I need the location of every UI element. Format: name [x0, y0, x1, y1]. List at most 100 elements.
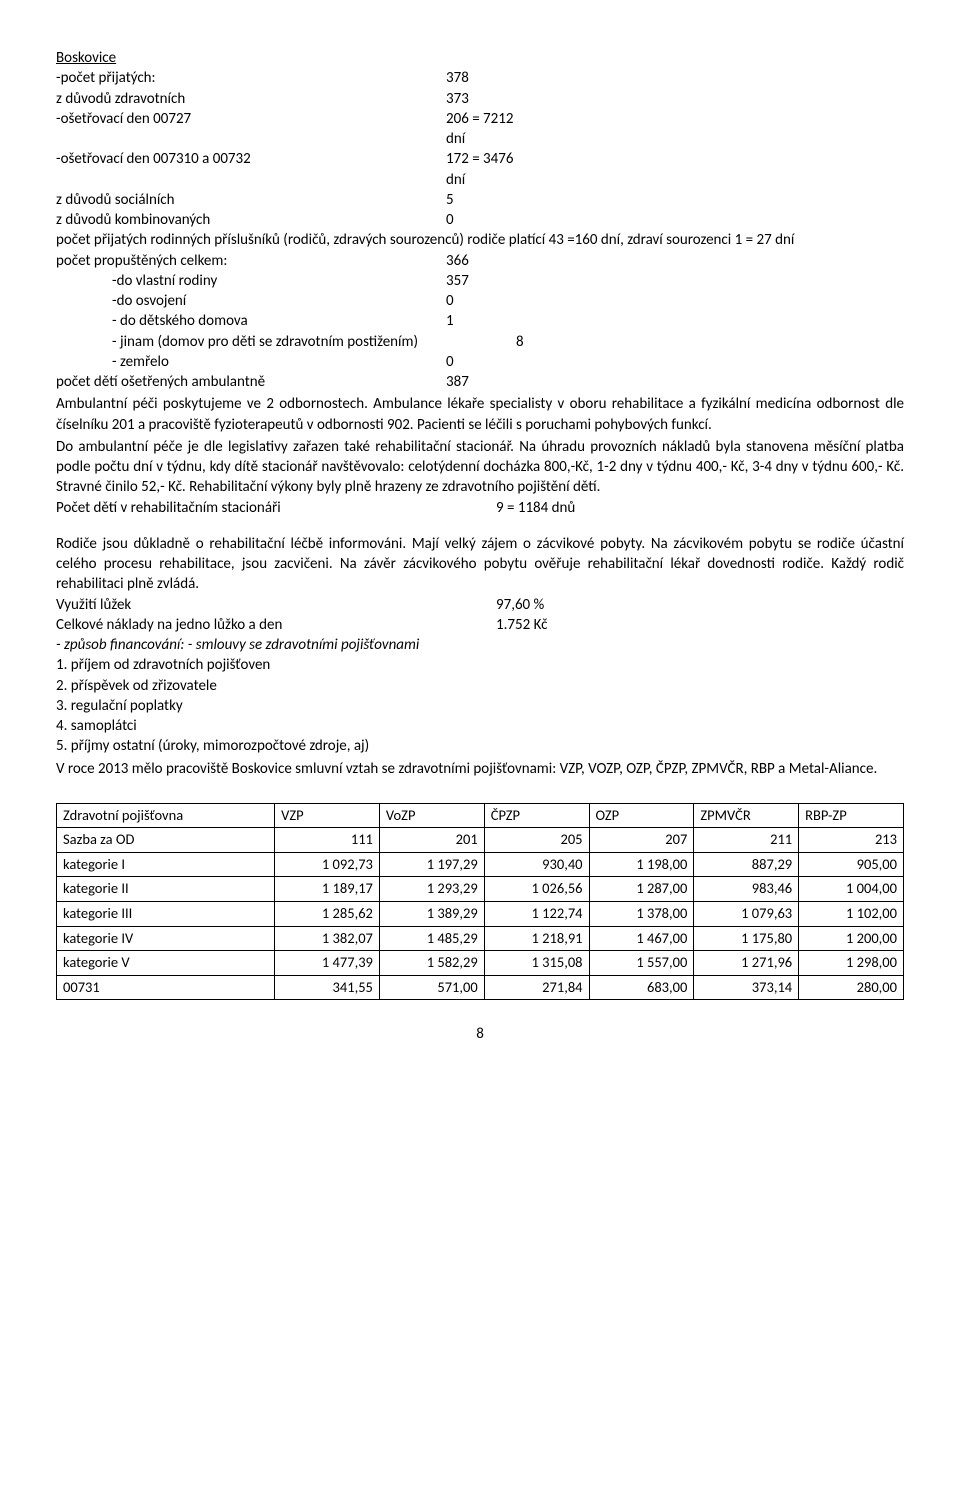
table-rowhead: 00731	[57, 975, 275, 1000]
stat-value: 0	[422, 352, 536, 372]
table-cell: 905,00	[799, 852, 904, 877]
stat-row: -ošetřovací den 00727 206 = 7212 dní	[56, 109, 536, 150]
table-cell: 571,00	[379, 975, 484, 1000]
table-cell: 1 389,29	[379, 902, 484, 927]
paragraph: Rodiče jsou důkladně o rehabilitační léč…	[56, 534, 904, 595]
stat-row: - do dětského domova 1	[56, 311, 536, 331]
paragraph: V roce 2013 mělo pracoviště Boskovice sm…	[56, 759, 904, 779]
table-cell: 280,00	[799, 975, 904, 1000]
table-cell: 1 315,08	[484, 951, 589, 976]
table-cell: 930,40	[484, 852, 589, 877]
stat-row: z důvodů zdravotních 373	[56, 89, 536, 109]
table-cell: 111	[275, 828, 380, 853]
stat-label: Celkové náklady na jedno lůžko a den	[56, 615, 496, 635]
stat-label: -ošetřovací den 007310 a 00732	[56, 149, 422, 190]
financing-heading: - způsob financování: - smlouvy se zdrav…	[56, 635, 904, 655]
stat-value: 0	[422, 210, 536, 230]
stat-row: - zemřelo 0	[56, 352, 536, 372]
stat-row: počet propuštěných celkem: 366	[56, 251, 536, 271]
stat-value: 378	[422, 68, 536, 88]
stat-row: - jinam (domov pro děti se zdravotním po…	[56, 332, 536, 352]
table-cell: 207	[589, 828, 694, 853]
stat-row: Celkové náklady na jedno lůžko a den 1.7…	[56, 615, 904, 635]
table-header: VZP	[275, 803, 380, 828]
table-cell: 1 582,29	[379, 951, 484, 976]
table-cell: 1 004,00	[799, 877, 904, 902]
stat-value: 97,60 %	[496, 595, 544, 615]
table-cell: 1 079,63	[694, 902, 799, 927]
list-item: 3. regulační poplatky	[56, 696, 904, 716]
stat-row: -počet přijatých: 378	[56, 68, 536, 88]
table-cell: 1 477,39	[275, 951, 380, 976]
table-cell: 213	[799, 828, 904, 853]
stat-row: Využití lůžek 97,60 %	[56, 595, 904, 615]
stat-label: -počet přijatých:	[56, 68, 422, 88]
stat-value: 0	[422, 291, 536, 311]
table-cell: 1 485,29	[379, 926, 484, 951]
table-rowhead: kategorie II	[57, 877, 275, 902]
stat-row: Počet dětí v rehabilitačním stacionáři 9…	[56, 498, 904, 518]
stat-row: -do vlastní rodiny 357	[56, 271, 536, 291]
table-cell: 271,84	[484, 975, 589, 1000]
stat-label: počet dětí ošetřených ambulantně	[56, 372, 422, 392]
table-rowhead: kategorie IV	[57, 926, 275, 951]
table-cell: 683,00	[589, 975, 694, 1000]
stat-value: 206 = 7212 dní	[422, 109, 536, 150]
stat-label: Počet dětí v rehabilitačním stacionáři	[56, 498, 496, 518]
stat-value: 373	[422, 89, 536, 109]
list-item: 5. příjmy ostatní (úroky, mimorozpočtové…	[56, 736, 904, 756]
table-row: kategorie I1 092,731 197,29930,401 198,0…	[57, 852, 904, 877]
table-cell: 205	[484, 828, 589, 853]
stat-row: počet dětí ošetřených ambulantně 387	[56, 372, 536, 392]
table-cell: 1 092,73	[275, 852, 380, 877]
table-cell: 1 218,91	[484, 926, 589, 951]
table-rowhead: kategorie I	[57, 852, 275, 877]
stat-value: 8	[492, 332, 536, 352]
stat-label: Využití lůžek	[56, 595, 496, 615]
stat-label: -do osvojení	[112, 291, 422, 311]
stat-label: - jinam (domov pro děti se zdravotním po…	[112, 332, 492, 352]
table-cell: 1 285,62	[275, 902, 380, 927]
table-header: Zdravotní pojišťovna	[57, 803, 275, 828]
table-cell: 1 122,74	[484, 902, 589, 927]
section-heading: Boskovice	[56, 48, 904, 68]
list-item: 2. příspěvek od zřizovatele	[56, 676, 904, 696]
stat-value: 1	[422, 311, 536, 331]
stat-value: 5	[422, 190, 536, 210]
table-cell: 1 293,29	[379, 877, 484, 902]
table-cell: 1 382,07	[275, 926, 380, 951]
stat-label: - do dětského domova	[112, 311, 422, 331]
table-cell: 1 200,00	[799, 926, 904, 951]
table-rowhead: kategorie III	[57, 902, 275, 927]
stat-label: z důvodů sociálních	[56, 190, 422, 210]
table-row: kategorie II1 189,171 293,291 026,561 28…	[57, 877, 904, 902]
stat-value: 9 = 1184 dnů	[496, 498, 575, 518]
table-cell: 1 026,56	[484, 877, 589, 902]
stat-label: - zemřelo	[112, 352, 422, 372]
table-cell: 1 298,00	[799, 951, 904, 976]
stat-row: -ošetřovací den 007310 a 00732 172 = 347…	[56, 149, 536, 190]
table-cell: 373,14	[694, 975, 799, 1000]
paragraph: Do ambulantní péče je dle legislativy za…	[56, 437, 904, 498]
stat-label: z důvodů kombinovaných	[56, 210, 422, 230]
list-item: 4. samoplátci	[56, 716, 904, 736]
table-cell: 1 557,00	[589, 951, 694, 976]
table-header: ZPMVČR	[694, 803, 799, 828]
stat-value: 357	[422, 271, 536, 291]
table-cell: 341,55	[275, 975, 380, 1000]
table-cell: 1 102,00	[799, 902, 904, 927]
table-cell: 1 198,00	[589, 852, 694, 877]
insurance-table: Zdravotní pojišťovnaVZPVoZPČPZPOZPZPMVČR…	[56, 803, 904, 1001]
table-row: Sazba za OD111201205207211213	[57, 828, 904, 853]
page-number: 8	[56, 1024, 904, 1044]
table-rowhead: Sazba za OD	[57, 828, 275, 853]
table-cell: 1 378,00	[589, 902, 694, 927]
table-cell: 211	[694, 828, 799, 853]
table-cell: 1 175,80	[694, 926, 799, 951]
table-cell: 1 467,00	[589, 926, 694, 951]
table-cell: 1 287,00	[589, 877, 694, 902]
table-cell: 201	[379, 828, 484, 853]
stat-row: -do osvojení 0	[56, 291, 536, 311]
text-line: počet přijatých rodinných příslušníků (r…	[56, 230, 904, 250]
stat-value: 1.752 Kč	[496, 615, 547, 635]
